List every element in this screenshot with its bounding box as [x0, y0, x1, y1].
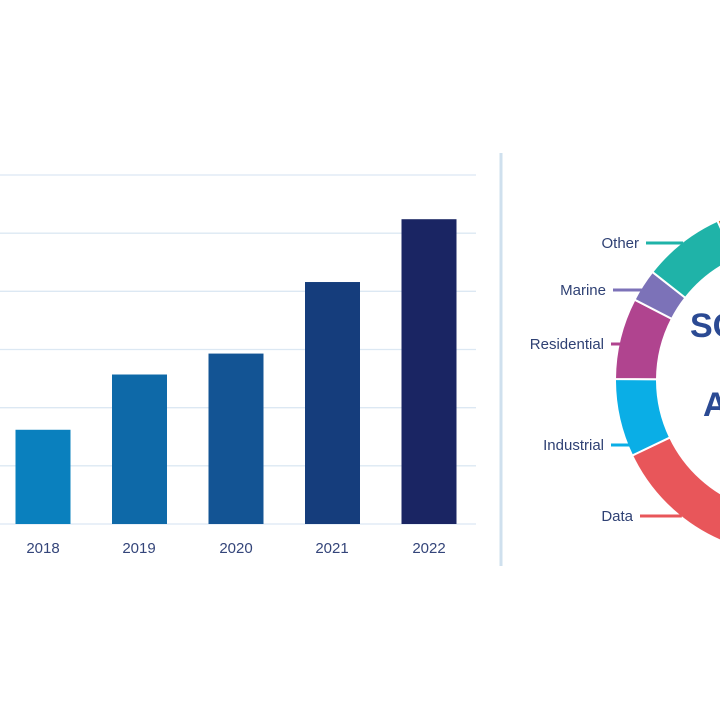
bars [15, 219, 457, 524]
donut-chart [613, 218, 720, 542]
segment-label-other: Other [601, 235, 639, 252]
center-text-line-2: A [703, 386, 720, 424]
x-tick-label: 2019 [122, 540, 155, 557]
x-tick-label: 2021 [315, 540, 348, 557]
x-tick-label: 2020 [219, 540, 252, 557]
bar-2018 [15, 429, 71, 524]
bar-2020 [208, 353, 264, 524]
bar-2021 [305, 282, 360, 524]
segment-label-marine: Marine [560, 282, 606, 299]
donut-segment-unlabeled [716, 218, 720, 229]
segment-label-residential: Residential [530, 336, 604, 353]
center-text-line-1: SO [690, 307, 720, 345]
x-tick-label: 2018 [26, 540, 59, 557]
x-tick-labels: 2018 2019 2020 2021 2022 [26, 540, 445, 557]
leader-lines [611, 241, 684, 518]
donut-segment-data [630, 436, 720, 542]
bar-2019 [112, 374, 167, 524]
donut-segment-other [650, 219, 720, 300]
segment-labels: Data Industrial Residential Marine Other [530, 235, 639, 525]
segment-label-industrial: Industrial [543, 437, 604, 454]
x-tick-label: 2022 [412, 540, 445, 557]
segment-label-data: Data [601, 508, 633, 525]
bar-2022 [401, 219, 457, 524]
